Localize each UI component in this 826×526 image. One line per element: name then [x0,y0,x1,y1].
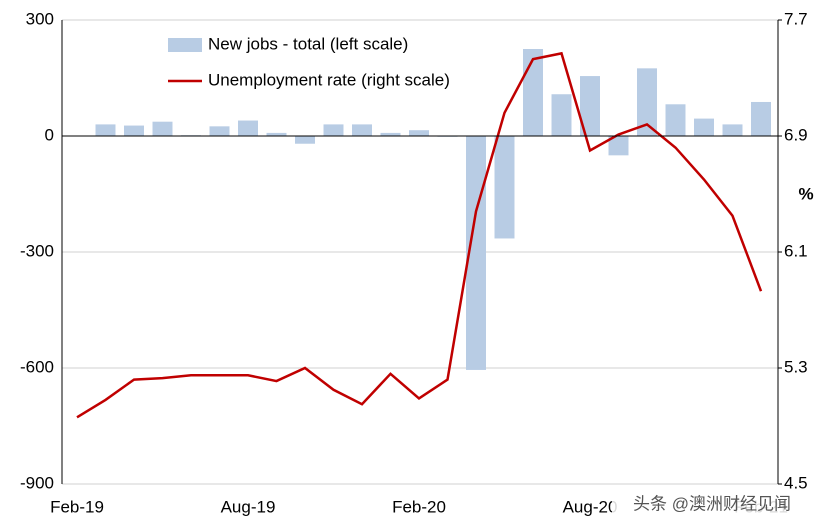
legend-label: New jobs - total (left scale) [208,34,408,53]
bar [637,68,657,136]
bar [665,104,686,136]
x-tick-label: Aug-20 [563,497,618,516]
y2-tick-label: 6.9 [784,125,808,144]
bar [95,124,116,136]
watermark: 头条 @澳洲财经见闻 [633,494,791,513]
y2-tick-label: 5.3 [784,357,808,376]
x-tick-label: Aug-19 [221,497,276,516]
bar [152,121,173,136]
y-tick-label: 300 [26,9,54,28]
legend-swatch [168,38,202,52]
y2-tick-label: 4.5 [784,473,808,492]
y2-tick-label: 7.7 [784,9,808,28]
y-tick-label: -600 [20,357,54,376]
x-tick-label: Feb-20 [392,497,446,516]
y2-axis-label: % [798,184,813,203]
bar [523,49,543,136]
bar [124,125,144,136]
bar [580,76,600,136]
bar [352,124,372,136]
bar [608,136,629,156]
x-tick-label: Feb-19 [50,497,104,516]
bar [209,126,230,136]
watermark-bg [612,490,812,520]
bar [751,101,771,136]
y-tick-label: 0 [45,125,54,144]
y2-tick-label: 6.1 [784,241,808,260]
bar [323,124,344,136]
bar [494,136,515,239]
bar [409,130,429,136]
line [76,51,763,419]
bar [380,132,401,136]
bar [694,118,714,136]
bar [266,132,287,136]
y-tick-label: -300 [20,241,54,260]
bar [551,94,572,136]
bar [722,124,743,136]
y-tick-label: -900 [20,473,54,492]
legend-label: Unemployment rate (right scale) [208,70,450,89]
bar [238,120,258,136]
bar [295,136,315,144]
